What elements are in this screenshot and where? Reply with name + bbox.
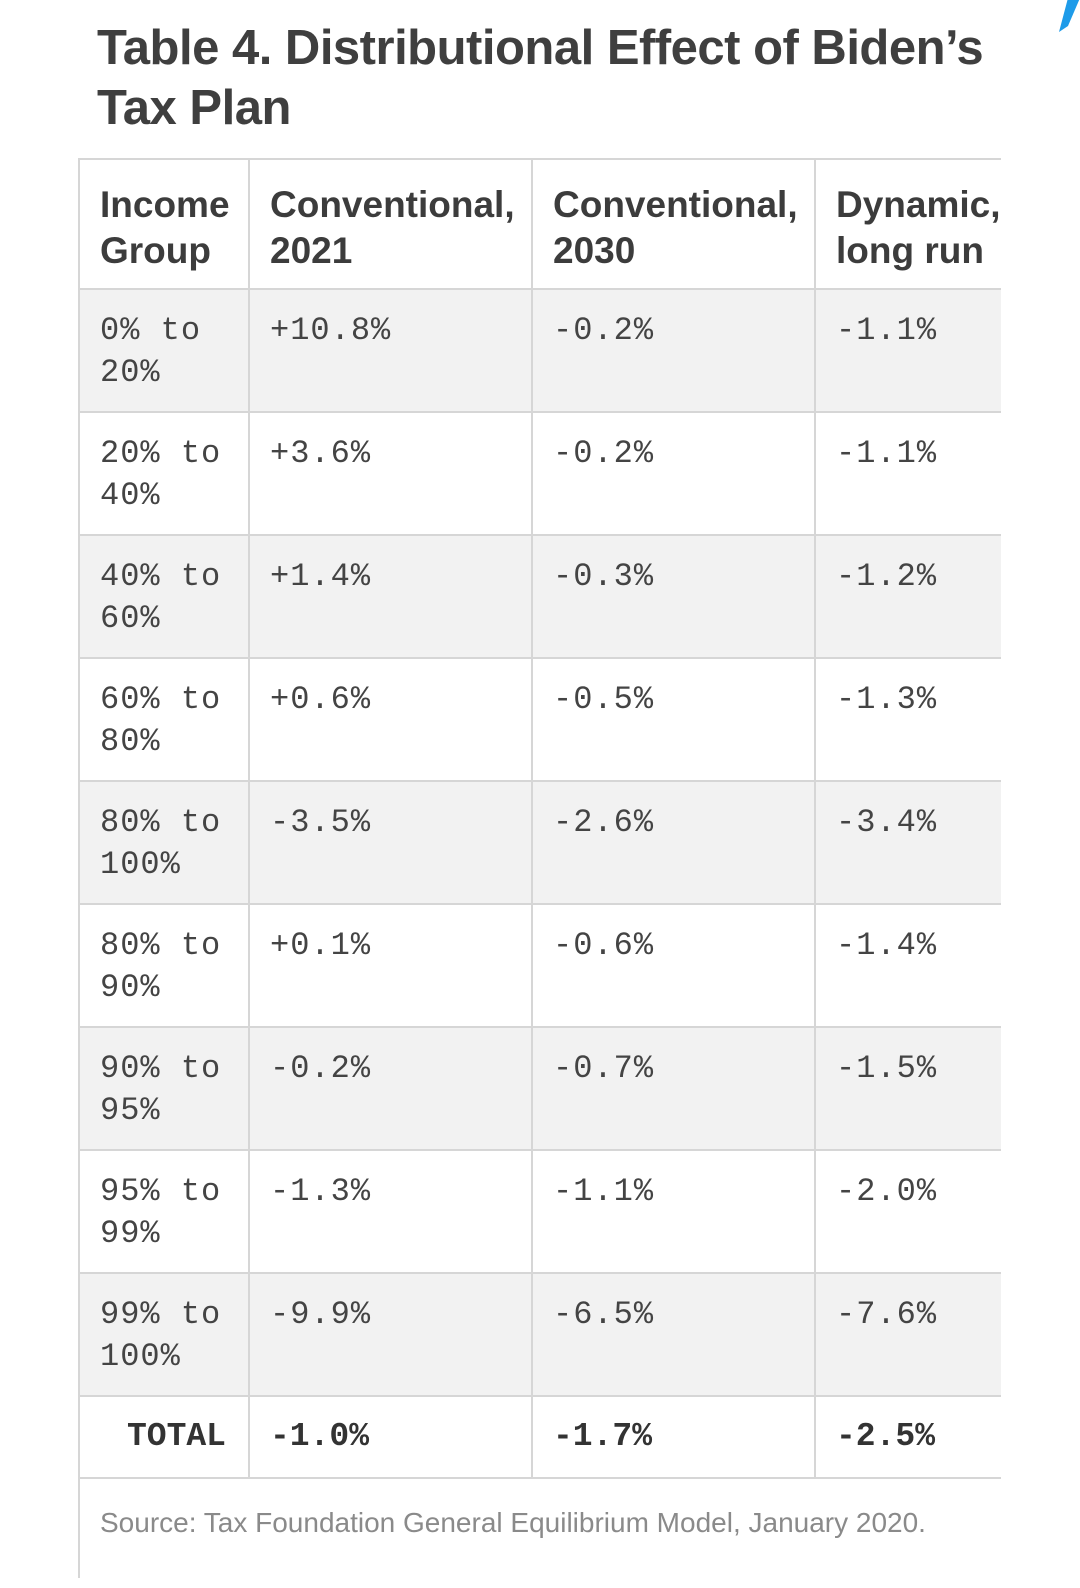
- income-group-cell: 95% to 99%: [78, 1149, 250, 1274]
- dynamic-long-run-cell: -1.2%: [814, 534, 1001, 659]
- corner-accent-shape: [1056, 0, 1080, 32]
- conventional-2030-cell: -6.5%: [531, 1272, 816, 1397]
- total-row: TOTAL -1.0% -1.7% -2.5%: [78, 1395, 1001, 1479]
- column-header-conventional-2030: Conventional, 2030: [531, 158, 816, 290]
- income-group-cell: 0% to 20%: [78, 288, 250, 413]
- table-row: 40% to 60% +1.4% -0.3% -1.2%: [78, 534, 1001, 659]
- conventional-2030-cell: -0.3%: [531, 534, 816, 659]
- conventional-2021-cell: -3.5%: [248, 780, 533, 905]
- distribution-table-container: Income Group Conventional, 2021 Conventi…: [78, 158, 1001, 1588]
- conventional-2030-cell: -2.6%: [531, 780, 816, 905]
- total-dynamic-long-run: -2.5%: [814, 1395, 1001, 1479]
- dynamic-long-run-cell: -2.0%: [814, 1149, 1001, 1274]
- conventional-2021-cell: +3.6%: [248, 411, 533, 536]
- dynamic-long-run-cell: -1.4%: [814, 903, 1001, 1028]
- total-label: TOTAL: [78, 1395, 250, 1479]
- table-row: 95% to 99% -1.3% -1.1% -2.0%: [78, 1149, 1001, 1274]
- table-row: 0% to 20% +10.8% -0.2% -1.1%: [78, 288, 1001, 413]
- conventional-2030-cell: -0.2%: [531, 411, 816, 536]
- income-group-cell: 99% to 100%: [78, 1272, 250, 1397]
- dynamic-long-run-cell: -1.1%: [814, 411, 1001, 536]
- table-row: 60% to 80% +0.6% -0.5% -1.3%: [78, 657, 1001, 782]
- income-group-cell: 20% to 40%: [78, 411, 250, 536]
- conventional-2021-cell: -0.2%: [248, 1026, 533, 1151]
- table-row: 20% to 40% +3.6% -0.2% -1.1%: [78, 411, 1001, 536]
- conventional-2021-cell: +0.6%: [248, 657, 533, 782]
- table-row: 99% to 100% -9.9% -6.5% -7.6%: [78, 1272, 1001, 1397]
- table-row: 80% to 100% -3.5% -2.6% -3.4%: [78, 780, 1001, 905]
- total-conventional-2030: -1.7%: [531, 1395, 816, 1479]
- source-note: Source: Tax Foundation General Equilibri…: [78, 1477, 1001, 1578]
- column-header-dynamic-long-run: Dynamic, long run: [814, 158, 1001, 290]
- conventional-2030-cell: -0.5%: [531, 657, 816, 782]
- table-header-row: Income Group Conventional, 2021 Conventi…: [78, 158, 1001, 290]
- table-title: Table 4. Distributional Effect of Biden’…: [97, 21, 984, 135]
- table-row: 90% to 95% -0.2% -0.7% -1.5%: [78, 1026, 1001, 1151]
- conventional-2021-cell: -9.9%: [248, 1272, 533, 1397]
- conventional-2030-cell: -0.7%: [531, 1026, 816, 1151]
- conventional-2021-cell: +0.1%: [248, 903, 533, 1028]
- column-header-income-group: Income Group: [78, 158, 250, 290]
- dynamic-long-run-cell: -1.3%: [814, 657, 1001, 782]
- income-group-cell: 90% to 95%: [78, 1026, 250, 1151]
- conventional-2030-cell: -0.2%: [531, 288, 816, 413]
- income-group-cell: 40% to 60%: [78, 534, 250, 659]
- income-group-cell: 60% to 80%: [78, 657, 250, 782]
- conventional-2030-cell: -1.1%: [531, 1149, 816, 1274]
- income-group-cell: 80% to 100%: [78, 780, 250, 905]
- dynamic-long-run-cell: -3.4%: [814, 780, 1001, 905]
- conventional-2021-cell: +10.8%: [248, 288, 533, 413]
- dynamic-long-run-cell: -1.5%: [814, 1026, 1001, 1151]
- conventional-2030-cell: -0.6%: [531, 903, 816, 1028]
- column-header-conventional-2021: Conventional, 2021: [248, 158, 533, 290]
- table-row: 80% to 90% +0.1% -0.6% -1.4%: [78, 903, 1001, 1028]
- source-row: Source: Tax Foundation General Equilibri…: [78, 1477, 1001, 1578]
- dynamic-long-run-cell: -1.1%: [814, 288, 1001, 413]
- distribution-table: Income Group Conventional, 2021 Conventi…: [78, 158, 1001, 1578]
- conventional-2021-cell: +1.4%: [248, 534, 533, 659]
- total-conventional-2021: -1.0%: [248, 1395, 533, 1479]
- income-group-cell: 80% to 90%: [78, 903, 250, 1028]
- dynamic-long-run-cell: -7.6%: [814, 1272, 1001, 1397]
- conventional-2021-cell: -1.3%: [248, 1149, 533, 1274]
